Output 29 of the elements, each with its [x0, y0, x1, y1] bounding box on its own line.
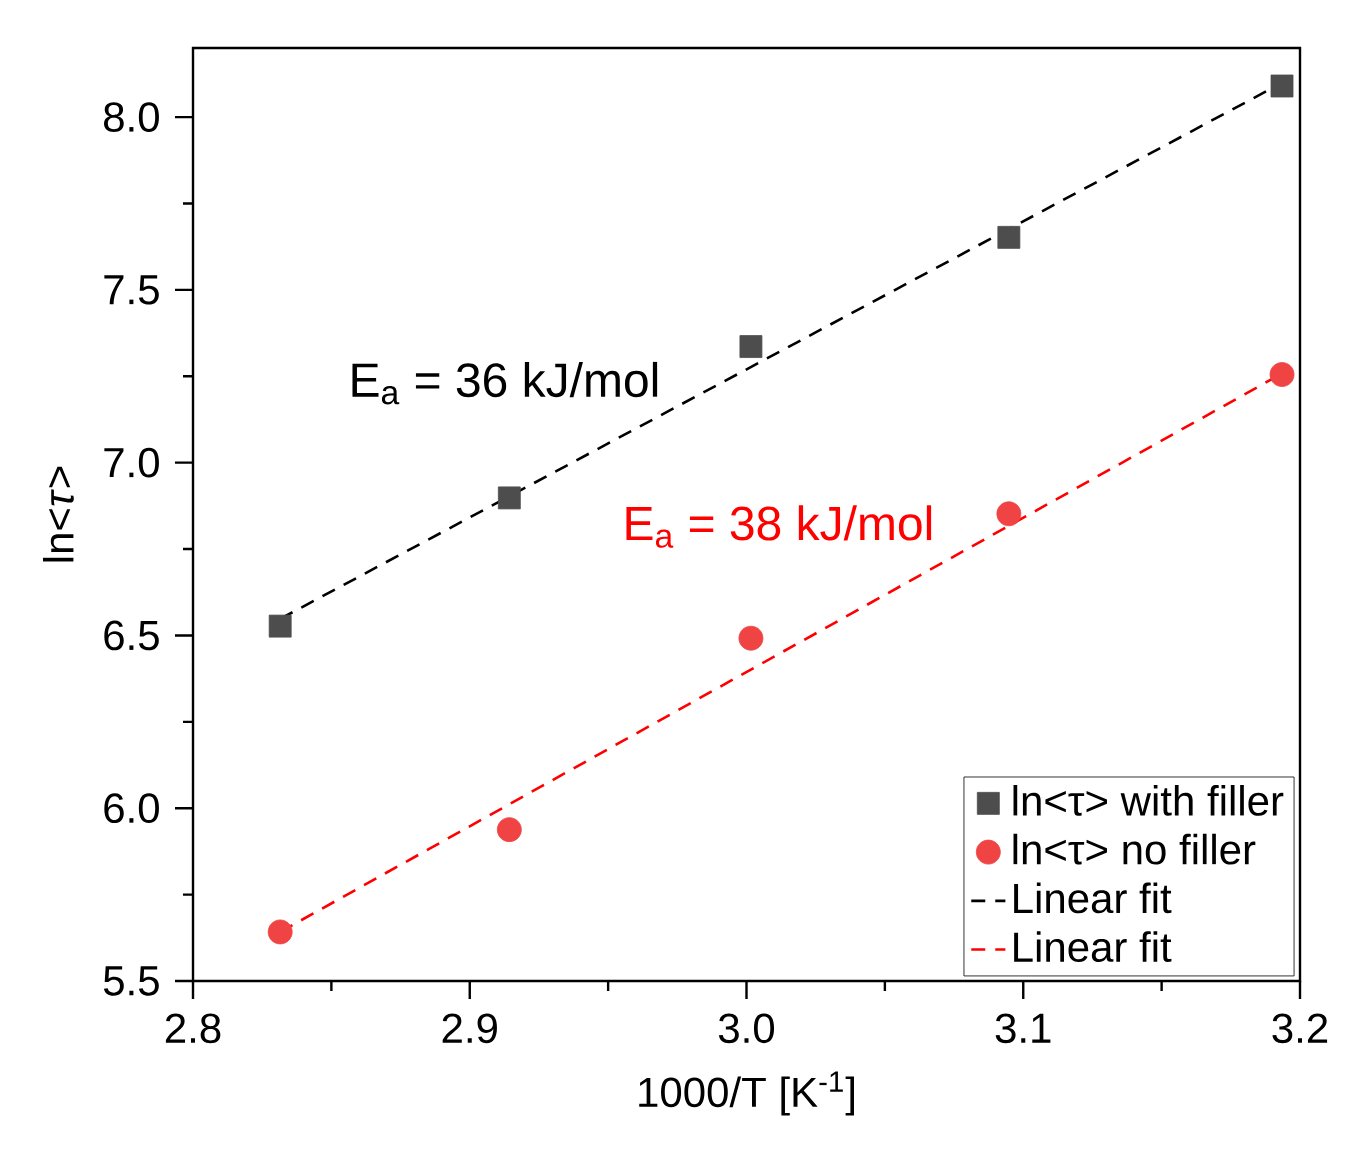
annotation: E$_{a}$ = 36 kJ/mol	[352, 361, 658, 405]
y-tick-label: 5.5	[103, 966, 159, 996]
legend-label: ln<τ> no filler	[1013, 833, 1256, 865]
y-tick-label: 8.0	[104, 102, 159, 132]
point	[738, 625, 764, 651]
x-tick-label: 3.2	[1272, 1013, 1328, 1044]
point	[997, 225, 1021, 249]
y-tick-label: 7.0	[104, 447, 159, 478]
point	[996, 501, 1022, 527]
point	[496, 817, 522, 843]
y-tick-label: 6.0	[104, 793, 159, 824]
y-axis-title: ln<τ>	[42, 466, 74, 562]
point	[267, 919, 293, 945]
x-tick-label: 3.0	[718, 1013, 775, 1044]
x-tick-label: 3.1	[995, 1013, 1051, 1044]
point	[1270, 74, 1294, 98]
annotation: E$_{a}$ = 38 kJ/mol	[626, 505, 932, 548]
legend-label: Linear fit	[1014, 882, 1172, 914]
x-tick-label: 2.8	[165, 1013, 221, 1044]
point	[739, 335, 763, 358]
point	[268, 614, 292, 638]
legend-label: ln<τ> with filler	[1013, 785, 1284, 816]
y-tick-label: 6.5	[104, 620, 159, 651]
point	[497, 486, 521, 510]
point	[1269, 362, 1295, 387]
legend-label: Linear fit	[1014, 931, 1172, 963]
x-axis-title: 1000/T [K$^{-1}$]	[639, 1071, 854, 1116]
x-tick-label: 2.9	[442, 1013, 497, 1044]
y-tick-label: 7.5	[104, 275, 159, 305]
